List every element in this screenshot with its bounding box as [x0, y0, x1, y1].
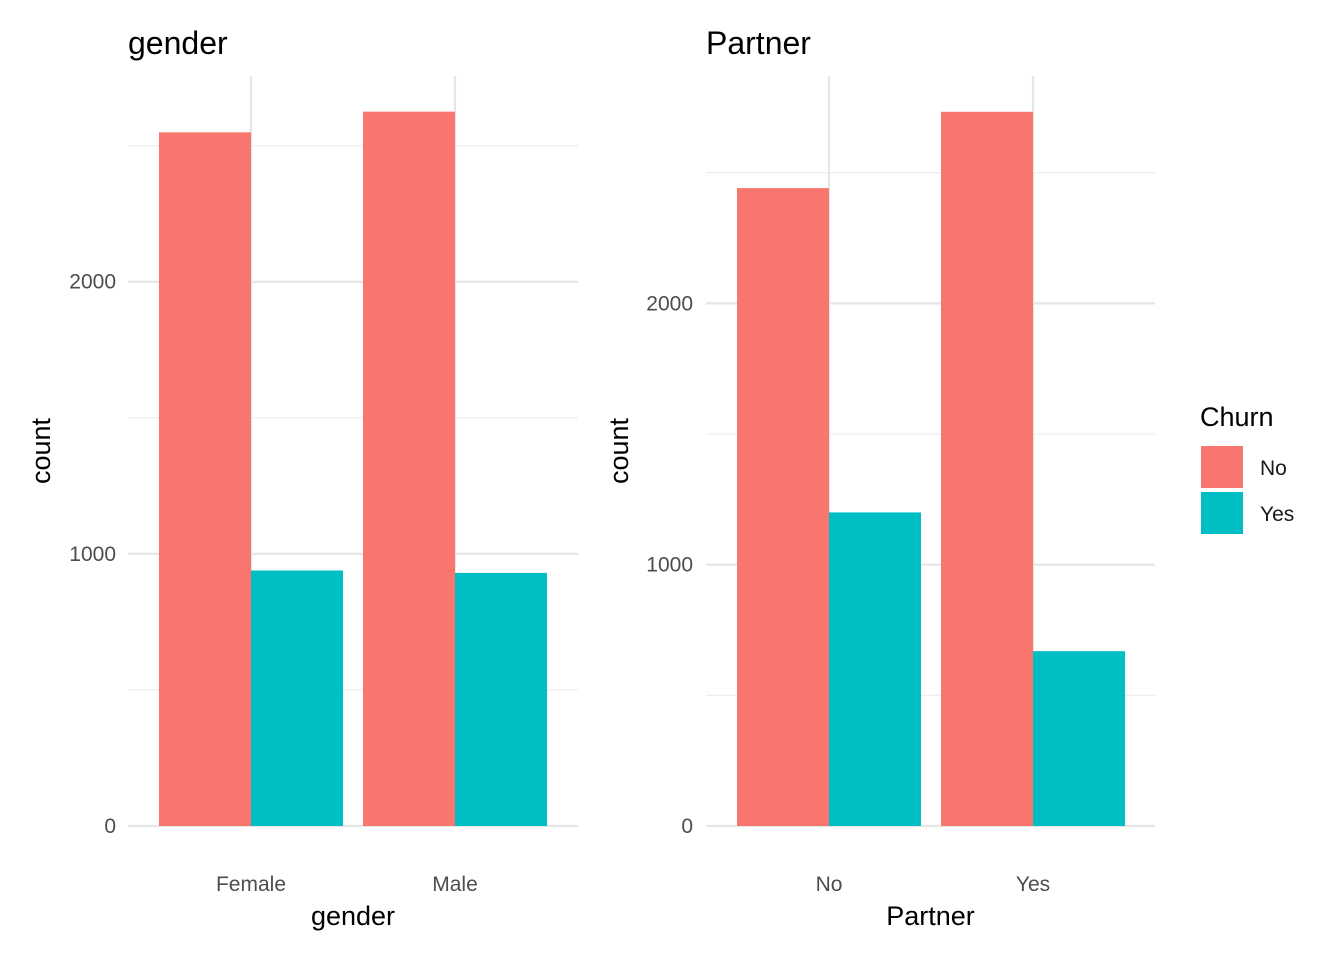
y-axis-title: count: [26, 417, 56, 484]
bar-no-no: [737, 188, 829, 826]
y-tick-label: 1000: [69, 543, 116, 566]
chart-title: Partner: [706, 25, 811, 61]
bar-male-yes: [455, 572, 547, 826]
legend-label-no: No: [1260, 457, 1287, 480]
y-tick-label: 2000: [646, 292, 693, 315]
x-tick-label: Yes: [1016, 873, 1050, 896]
legend-title: Churn: [1200, 402, 1274, 432]
x-tick-label: Male: [432, 873, 478, 896]
panel-gender: 0 1000 2000 Female Male gender gender count: [26, 25, 578, 931]
y-tick-label: 1000: [646, 554, 693, 577]
bar-yes-no: [941, 111, 1033, 826]
x-tick-label: No: [816, 873, 843, 896]
y-tick-label: 0: [681, 815, 693, 838]
bar-female-yes: [251, 570, 343, 826]
x-axis-title: Partner: [886, 901, 975, 931]
legend-label-yes: Yes: [1260, 503, 1294, 526]
x-axis-title: gender: [311, 901, 395, 931]
y-tick-label: 2000: [69, 271, 116, 294]
legend-key-no: [1201, 446, 1243, 488]
chart-title: gender: [128, 25, 228, 61]
panel-partner: 0 1000 2000 No Yes Partner Partner count: [604, 25, 1155, 931]
y-tick-label: 0: [104, 815, 116, 838]
bar-male-no: [363, 111, 455, 827]
bar-yes-yes: [1033, 651, 1125, 826]
bar-female-no: [159, 132, 251, 826]
bar-no-yes: [829, 512, 921, 826]
legend-key-yes: [1201, 492, 1243, 534]
x-tick-label: Female: [216, 873, 286, 896]
y-axis-title: count: [604, 417, 634, 484]
legend: Churn No Yes: [1200, 402, 1294, 534]
